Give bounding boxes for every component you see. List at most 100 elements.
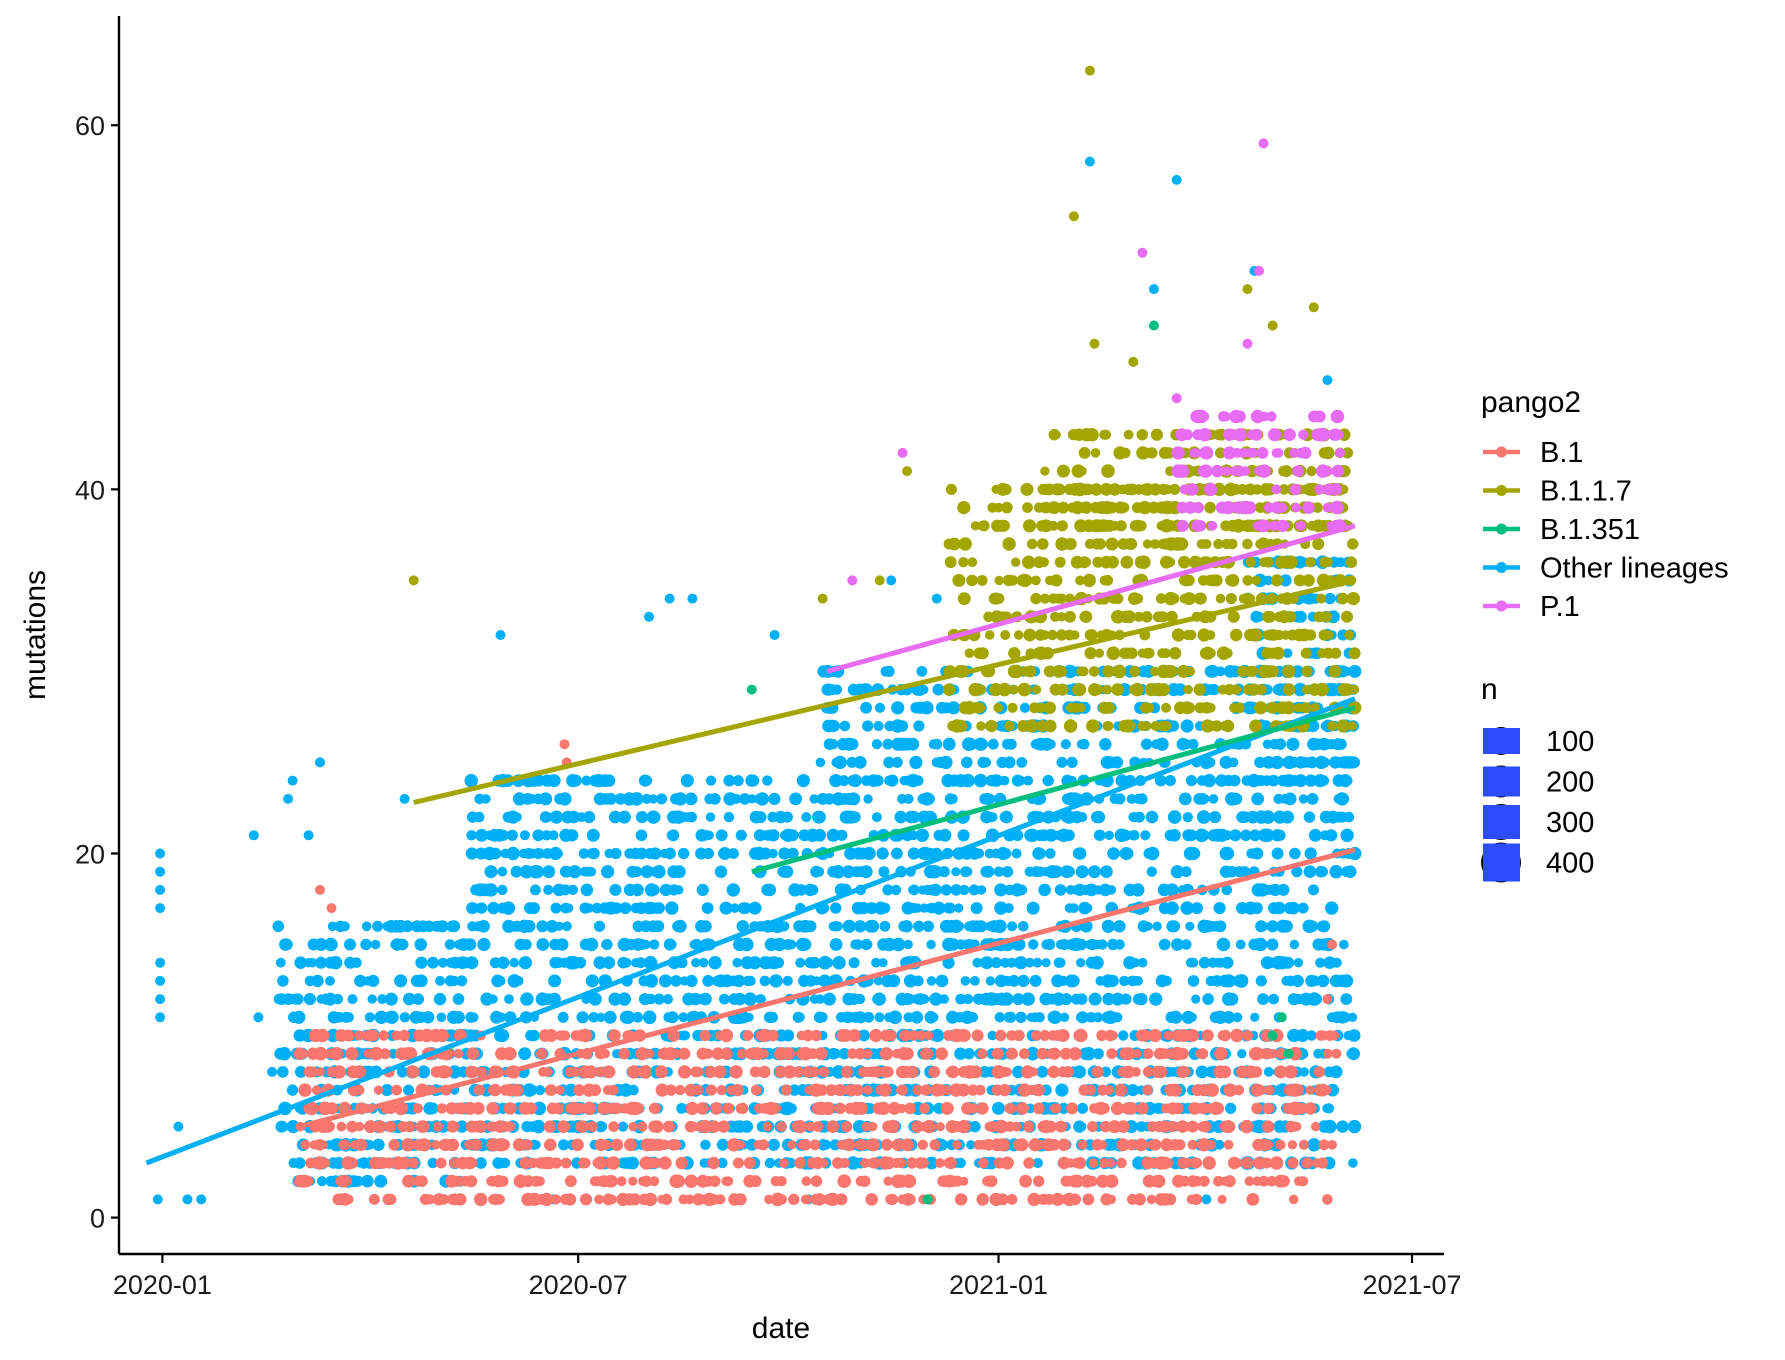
data-point [1178, 792, 1192, 806]
data-point [1237, 1049, 1247, 1059]
data-point [1329, 865, 1343, 879]
data-point [1017, 720, 1030, 732]
data-point [1214, 1047, 1228, 1061]
data-point [866, 1138, 881, 1152]
data-point [1120, 1066, 1132, 1078]
data-point [869, 1157, 881, 1169]
data-point [346, 1120, 359, 1133]
data-point [1237, 484, 1248, 495]
data-point [693, 1066, 704, 1077]
data-point [1101, 919, 1115, 933]
data-point [1095, 976, 1106, 986]
data-point [1250, 1048, 1262, 1059]
data-point [1250, 1012, 1260, 1022]
data-point [1054, 884, 1067, 896]
data-point [1258, 1175, 1270, 1187]
data-point [558, 957, 568, 968]
data-point [684, 792, 698, 806]
data-point [914, 1157, 927, 1169]
data-point [862, 720, 874, 732]
data-point [1086, 719, 1100, 733]
data-point [1302, 501, 1315, 514]
data-point [792, 1120, 805, 1133]
data-point [1320, 611, 1333, 623]
data-point [293, 1157, 306, 1169]
data-point [942, 683, 956, 696]
data-point [543, 884, 554, 896]
data-point [1347, 538, 1359, 550]
data-point [871, 812, 882, 823]
data-point [1316, 775, 1327, 786]
data-point [1123, 429, 1134, 440]
data-point [1198, 956, 1211, 969]
data-point [882, 884, 894, 896]
data-point [963, 1048, 975, 1060]
data-point [1347, 1012, 1358, 1022]
data-point [645, 993, 656, 1005]
data-point [601, 939, 613, 950]
data-point [999, 811, 1011, 823]
data-point [1119, 975, 1130, 987]
data-point [324, 1121, 335, 1133]
data-point [1249, 719, 1263, 733]
data-point [1079, 611, 1091, 623]
data-point [308, 1028, 323, 1043]
data-point [541, 774, 554, 787]
data-point [1301, 665, 1313, 678]
data-point [874, 575, 885, 586]
data-point [650, 1120, 664, 1133]
data-point [874, 1012, 885, 1023]
data-point [1073, 1065, 1086, 1079]
data-point [475, 1157, 487, 1169]
data-point [402, 1174, 416, 1188]
data-point [1340, 828, 1354, 842]
data-point [1090, 483, 1103, 496]
data-point [1075, 1012, 1087, 1023]
data-point [274, 1047, 287, 1060]
data-point [1300, 702, 1312, 714]
data-point [586, 939, 598, 950]
data-point [477, 937, 491, 952]
data-point [745, 1139, 757, 1151]
data-point [1211, 975, 1223, 987]
data-point [671, 1175, 683, 1187]
data-point [873, 976, 884, 986]
data-point [952, 573, 966, 587]
data-point [1128, 356, 1139, 367]
data-point [1000, 1156, 1014, 1170]
data-point [1165, 1011, 1178, 1024]
data-point [779, 1158, 789, 1168]
data-point [1102, 665, 1115, 678]
data-point [853, 683, 867, 696]
data-point [902, 1174, 916, 1188]
data-point [396, 938, 408, 951]
data-point [403, 1084, 414, 1096]
data-point [1136, 429, 1149, 441]
data-point [586, 848, 597, 859]
data-point [1206, 703, 1216, 713]
data-point [412, 1103, 423, 1114]
data-point [1051, 992, 1066, 1006]
data-point [935, 1122, 945, 1132]
data-point [719, 901, 733, 915]
data-point [616, 1192, 630, 1206]
data-point [685, 974, 698, 988]
data-point [1150, 684, 1160, 695]
data-point [848, 957, 860, 969]
data-point [1320, 721, 1331, 731]
data-point [1097, 1140, 1108, 1150]
data-point [1304, 1102, 1317, 1115]
data-point [1068, 1047, 1082, 1061]
data-point [466, 830, 477, 841]
data-point [1349, 684, 1360, 695]
data-point [1312, 519, 1325, 533]
data-point [1282, 775, 1294, 786]
data-point [938, 866, 950, 878]
data-point [1289, 847, 1301, 860]
data-point [391, 1084, 402, 1096]
data-point [932, 1029, 945, 1042]
data-point [874, 702, 886, 713]
data-point [463, 1101, 477, 1115]
data-point [1112, 664, 1127, 679]
